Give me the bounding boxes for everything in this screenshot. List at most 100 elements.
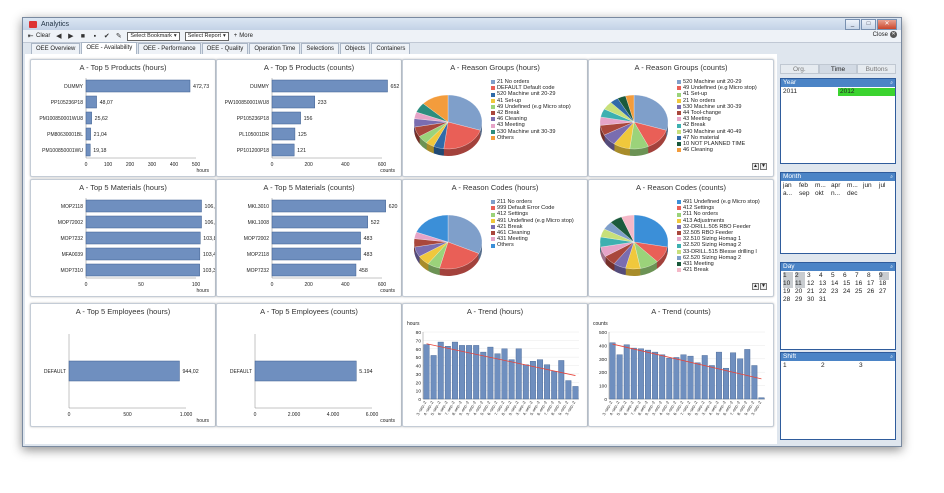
- bar[interactable]: [694, 362, 701, 400]
- bar[interactable]: [271, 247, 361, 261]
- bar[interactable]: [437, 341, 444, 400]
- bar[interactable]: [708, 365, 715, 400]
- pie-slice[interactable]: [633, 214, 669, 248]
- bar[interactable]: [609, 342, 616, 400]
- chart-panel-p11[interactable]: A - Trend (hours) hours 0 10 20 30 40 50 60 70 80 3…: [402, 303, 588, 427]
- tab-oee-availability[interactable]: OEE - Availability: [81, 42, 138, 54]
- day-item[interactable]: 19: [783, 288, 791, 295]
- bar[interactable]: [85, 111, 92, 125]
- day-item[interactable]: 11: [795, 280, 805, 288]
- day-item[interactable]: 7: [855, 272, 859, 279]
- tab-objects[interactable]: Objects: [340, 43, 371, 54]
- legend-item[interactable]: 42 Break: [491, 110, 571, 116]
- tab-operation-time[interactable]: Operation Time: [249, 43, 301, 54]
- tab-oee-performance[interactable]: OEE - Performance: [138, 43, 201, 54]
- legend-item[interactable]: 46 Cleaning: [491, 116, 571, 122]
- pie-slice[interactable]: [625, 94, 635, 123]
- pie-slice[interactable]: [447, 214, 483, 254]
- scroll-up-icon[interactable]: ▲: [752, 163, 759, 170]
- chart-panel-p8[interactable]: A - Reason Codes (counts) 491 Undefined (…: [588, 179, 774, 297]
- bar[interactable]: [85, 143, 91, 157]
- bar[interactable]: [701, 355, 708, 400]
- day-item[interactable]: 6: [843, 272, 847, 279]
- legend-item[interactable]: 421 Break: [491, 224, 574, 230]
- day-item[interactable]: 4: [819, 272, 823, 279]
- shift-item[interactable]: 2: [821, 362, 825, 369]
- chart-panel-p5[interactable]: A - Top 5 Materials (hours) MOP2118 106,15…: [30, 179, 216, 297]
- legend-item[interactable]: 42 Break: [677, 122, 757, 128]
- day-item[interactable]: 17: [867, 280, 875, 287]
- shift-listbox[interactable]: Shift ⌕ 1 2 3: [780, 352, 896, 440]
- legend-item[interactable]: 491 Undefined (e.g Micro stop): [677, 199, 760, 205]
- legend-scroll[interactable]: ▲ ▼: [752, 163, 767, 170]
- day-item[interactable]: 1: [783, 272, 793, 280]
- close-sheet-button[interactable]: Close ✕: [873, 31, 897, 38]
- tab-containers[interactable]: Containers: [371, 43, 411, 54]
- pie-slice[interactable]: [633, 94, 669, 131]
- month-item[interactable]: a...: [783, 190, 793, 197]
- month-item[interactable]: okt: [815, 190, 824, 197]
- day-item[interactable]: 21: [807, 288, 815, 295]
- bar[interactable]: [423, 344, 430, 400]
- day-item[interactable]: 29: [795, 296, 803, 303]
- search-icon[interactable]: ⌕: [890, 80, 893, 86]
- bar[interactable]: [652, 351, 659, 400]
- day-item[interactable]: 16: [855, 280, 863, 287]
- tab-oee-overview[interactable]: OEE Overview: [31, 43, 81, 54]
- legend-item[interactable]: 62.520 Sizing Homag 2: [677, 255, 760, 261]
- legend-item[interactable]: 412 Settings: [491, 211, 574, 217]
- legend-item[interactable]: 421 Break: [677, 267, 760, 273]
- legend-item[interactable]: 211 No orders: [677, 211, 760, 217]
- bar[interactable]: [85, 95, 97, 109]
- day-listbox[interactable]: Day ⌕ 1 2 3 4 5 6 7 8 9 10 11 12 13 14 15 16 17 18 19 20 21 22…: [780, 262, 896, 350]
- bar[interactable]: [271, 127, 296, 141]
- bar[interactable]: [537, 359, 543, 400]
- chart-panel-p10[interactable]: A - Top 5 Employees (counts) DEFAULT 5.194…: [216, 303, 402, 427]
- legend-item[interactable]: 33-DRILL.515 Blesse drilling l: [677, 249, 760, 255]
- month-item[interactable]: sep: [799, 190, 810, 197]
- legend-item[interactable]: 49 Undefined (e.g Micro stop): [491, 104, 571, 110]
- legend-item[interactable]: 412 Settings: [677, 205, 760, 211]
- bar[interactable]: [687, 355, 694, 400]
- legend-item[interactable]: 46 Cleaning: [677, 147, 757, 153]
- day-item[interactable]: 24: [843, 288, 851, 295]
- legend-item[interactable]: 540 Machine unit 40-49: [677, 129, 757, 135]
- scroll-down-icon[interactable]: ▼: [760, 283, 767, 290]
- bar[interactable]: [444, 346, 451, 400]
- month-item[interactable]: n...: [831, 190, 841, 197]
- bar[interactable]: [85, 127, 91, 141]
- pie-slice[interactable]: [416, 214, 449, 243]
- chart-panel-p1[interactable]: A - Top 5 Products (hours) DUMMY 472,73 PP1…: [30, 59, 216, 177]
- bar[interactable]: [459, 345, 465, 400]
- chart-panel-p6[interactable]: A - Top 5 Materials (counts) MKL3010 620 MK…: [216, 179, 402, 297]
- bar[interactable]: [68, 360, 180, 382]
- bar[interactable]: [271, 215, 368, 229]
- pie-slice[interactable]: [422, 94, 449, 123]
- month-item[interactable]: feb: [799, 182, 809, 189]
- chart-panel-p3[interactable]: A - Reason Groups (hours) 21 No orders DEF…: [402, 59, 588, 177]
- legend-item[interactable]: Others: [491, 135, 571, 141]
- bar[interactable]: [487, 346, 494, 400]
- month-item[interactable]: dec: [847, 190, 858, 197]
- bar[interactable]: [85, 79, 191, 93]
- legend-item[interactable]: 41 Set-up: [677, 91, 757, 97]
- legend-item[interactable]: 32-DRILL.505 RBO Feeder: [677, 224, 760, 230]
- day-item[interactable]: 18: [879, 280, 887, 287]
- bar[interactable]: [271, 143, 295, 157]
- bar[interactable]: [85, 231, 201, 245]
- day-item[interactable]: 8: [867, 272, 871, 279]
- bar[interactable]: [659, 354, 666, 400]
- day-item[interactable]: 27: [879, 288, 887, 295]
- report-select[interactable]: Select Report ▾: [184, 31, 229, 41]
- bar[interactable]: [473, 345, 480, 400]
- legend-item[interactable]: 211 No orders: [491, 199, 574, 205]
- legend-item[interactable]: 49 Undefined (e.g Micro stop): [677, 85, 757, 91]
- maximize-button[interactable]: □: [861, 19, 876, 30]
- bar[interactable]: [271, 95, 315, 109]
- year-item-selected[interactable]: 2012: [838, 88, 895, 96]
- search-icon[interactable]: ⌕: [890, 174, 893, 180]
- month-item[interactable]: m...: [815, 182, 826, 189]
- sidebar-tab-buttons[interactable]: Buttons: [857, 64, 897, 74]
- bar[interactable]: [85, 199, 202, 213]
- close-window-button[interactable]: ✕: [877, 19, 897, 30]
